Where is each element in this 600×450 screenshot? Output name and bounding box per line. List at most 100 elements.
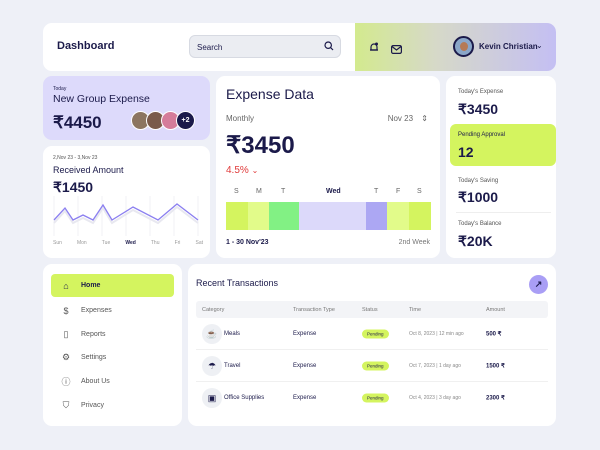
day-label: Mon [76, 240, 87, 246]
page-title: Dashboard [57, 40, 115, 52]
date-text: Oct 4, 2023 [409, 395, 435, 401]
change-value: 4.5% [226, 165, 249, 176]
coffee-icon: ☕ [202, 324, 222, 344]
document-icon: ▯ [63, 329, 69, 339]
type-cell: Expense [293, 330, 317, 337]
search-icon[interactable] [324, 41, 334, 53]
received-date-range: 2,Nov 23 - 3,Nov 23 [53, 155, 98, 161]
stats-card: Today's Expense ₹3450 Pending Approval 1… [446, 76, 556, 258]
sidebar-item-settings[interactable]: ⚙ Settings [51, 346, 174, 369]
day-bar[interactable] [269, 202, 299, 230]
day-label: S [234, 188, 239, 195]
todays-expense-value: ₹3450 [458, 101, 499, 117]
search-placeholder: Search [197, 43, 223, 52]
day-label: T [374, 188, 379, 195]
day-bar[interactable] [226, 202, 248, 230]
group-expense-amount: ₹4450 [53, 113, 102, 132]
sidebar-item-privacy[interactable]: ⛉ Privacy [51, 394, 174, 417]
avatar[interactable] [453, 36, 474, 57]
table-row[interactable]: ☂ Travel Expense Pending Oct 7, 2023 | 1… [196, 350, 548, 382]
expense-change: 4.5% ⌄ [226, 165, 258, 176]
todays-expense-label: Today's Expense [458, 89, 504, 95]
day-label: Sun [53, 240, 62, 246]
day-bar[interactable] [248, 202, 269, 230]
table-header: Category Transaction Type Status Time Am… [196, 301, 548, 318]
sidebar-item-home[interactable]: ⌂ Home [51, 274, 174, 297]
date-text: Oct 8, 2023 [409, 330, 435, 337]
info-icon: ⓘ [61, 377, 71, 387]
pending-approval-tile[interactable]: Pending Approval 12 [450, 124, 556, 166]
received-amount: ₹1450 [53, 179, 94, 195]
shield-icon: ⛉ [62, 400, 70, 410]
table-row[interactable]: ▣ Office Supplies Expense Pending Oct 4,… [196, 382, 548, 414]
user-name[interactable]: Kevin Christian [479, 42, 538, 51]
balance-value: ₹20K [458, 233, 493, 249]
search-input[interactable]: Search [189, 35, 341, 58]
received-line-chart [53, 196, 199, 236]
type-cell: Expense [293, 362, 317, 369]
saving-label: Today's Saving [458, 178, 499, 184]
weekly-heatmap [226, 202, 431, 230]
date-text: Oct 7, 2023 [409, 362, 435, 369]
group-expense-title: New Group Expense [53, 93, 150, 105]
day-label: Thu [150, 240, 160, 246]
ago-text: 3 day ago [438, 395, 461, 401]
sidebar-item-expenses[interactable]: $ Expenses [51, 299, 174, 322]
pending-value: 12 [458, 144, 474, 160]
time-cell: Oct 7, 2023 | 1 day ago [409, 362, 461, 369]
day-label: Fri [174, 240, 181, 246]
day-label: Wed [326, 188, 341, 195]
column-header: Amount [486, 306, 505, 313]
week-label: 2nd Week [398, 239, 430, 246]
up-down-icon[interactable]: ⇕ [421, 114, 428, 123]
open-transactions-button[interactable]: ↗ [529, 275, 548, 294]
more-members-badge[interactable]: +2 [176, 111, 195, 130]
day-bar[interactable] [387, 202, 409, 230]
day-label: F [396, 188, 401, 195]
expense-data-card: Expense Data Monthly Nov 23 ⇕ ₹3450 4.5%… [216, 76, 440, 258]
column-header: Transaction Type [293, 306, 335, 313]
saving-value: ₹1000 [458, 189, 499, 205]
bell-icon[interactable] [369, 40, 379, 58]
sidebar-item-about-us[interactable]: ⓘ About Us [51, 370, 174, 393]
home-icon: ⌂ [63, 280, 69, 291]
group-expense-label: Today [53, 86, 67, 92]
amount-cell: 2300 ₹ [486, 395, 505, 402]
type-cell: Expense [293, 395, 317, 401]
expense-amount: ₹3450 [226, 132, 295, 159]
top-bar: Dashboard Search Kevin Christian ⌄ [43, 23, 556, 71]
category-cell: Travel [224, 362, 241, 369]
recent-transactions-card: Recent Transactions ↗ Category Transacti… [188, 264, 556, 426]
ago-text: 1 day ago [438, 362, 461, 369]
column-header: Category [202, 306, 225, 313]
chevron-down-icon[interactable]: ⌄ [536, 41, 543, 50]
amount-cell: 1500 ₹ [486, 363, 505, 369]
day-label: Sat [195, 240, 203, 246]
column-header: Status [362, 306, 378, 313]
expense-title: Expense Data [226, 86, 314, 102]
day-bar[interactable] [409, 202, 431, 230]
day-bar[interactable] [299, 202, 366, 230]
sidebar-item-reports[interactable]: ▯ Reports [51, 323, 174, 346]
chevron-down-icon: ⌄ [251, 166, 259, 175]
week-day-labels: S M T Wed T F S [226, 188, 430, 198]
nav-label: Expenses [81, 307, 112, 314]
expense-period: Monthly [226, 114, 255, 123]
day-label: M [256, 188, 262, 195]
amount-cell: 500 ₹ [486, 331, 502, 337]
day-bar[interactable] [366, 202, 387, 230]
group-expense-card: Today New Group Expense ₹4450 +2 [43, 76, 210, 140]
nav-label: Privacy [81, 402, 104, 409]
month-selector[interactable]: Nov 23 ⇕ [388, 114, 428, 123]
category-cell: Meals [224, 330, 241, 337]
divider [456, 212, 551, 213]
time-cell: Oct 8, 2023 | 12 min ago [409, 330, 464, 337]
user-panel: Kevin Christian ⌄ [355, 23, 556, 71]
mail-icon[interactable] [391, 41, 403, 59]
transactions-title: Recent Transactions [196, 278, 279, 288]
gear-icon: ⚙ [61, 352, 71, 362]
member-avatars[interactable]: +2 [131, 111, 195, 130]
table-row[interactable]: ☕ Meals Expense Pending Oct 8, 2023 | 12… [196, 318, 548, 350]
status-badge: Pending [362, 361, 389, 370]
time-cell: Oct 4, 2023 | 3 day ago [409, 395, 461, 401]
